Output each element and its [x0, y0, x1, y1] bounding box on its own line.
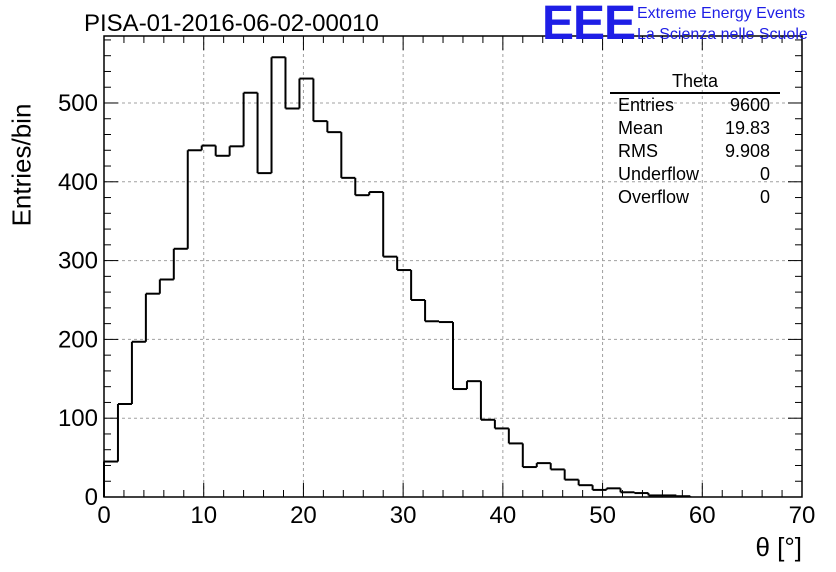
- y-tick-label: 300: [58, 248, 98, 275]
- eee-logo: EEE: [542, 0, 636, 50]
- logo-line-1: Extreme Energy Events: [637, 5, 806, 22]
- y-tick-label: 0: [85, 484, 98, 511]
- x-axis-label: θ [°]: [755, 532, 802, 562]
- stats-value: 9600: [729, 95, 770, 115]
- logo-line-2: La Scienza nelle Scuole: [637, 26, 808, 43]
- stats-value: 19.83: [724, 118, 770, 138]
- y-tick-label: 400: [58, 169, 98, 196]
- plot-frame: [103, 35, 803, 498]
- stats-value: 0: [759, 164, 770, 184]
- stats-row-rms: RMS 9.908: [610, 140, 780, 163]
- y-tick-label: 100: [58, 405, 98, 432]
- x-tick-label: 0: [97, 502, 110, 529]
- stats-row-underflow: Underflow 0: [610, 163, 780, 186]
- x-tick-label: 70: [789, 502, 816, 529]
- y-tick-label: 500: [58, 90, 98, 117]
- stats-label: Overflow: [618, 187, 690, 207]
- run-title: PISA-01-2016-06-02-00010: [84, 10, 379, 37]
- stats-title: Theta: [610, 70, 780, 94]
- x-tick-label: 60: [689, 502, 716, 529]
- y-axis-label-wrapper: Entries/bin: [4, 104, 40, 227]
- x-tick-label: 10: [190, 502, 217, 529]
- stats-row-entries: Entries 9600: [610, 94, 780, 117]
- y-axis-label: Entries/bin: [6, 103, 37, 227]
- stats-row-mean: Mean 19.83: [610, 117, 780, 140]
- x-tick-label: 20: [290, 502, 317, 529]
- x-tick-label: 40: [490, 502, 517, 529]
- stats-value: 9.908: [724, 141, 770, 161]
- stats-label: Underflow: [618, 164, 700, 184]
- stats-box: Theta Entries 9600 Mean 19.83 RMS 9.908 …: [610, 70, 780, 209]
- x-tick-label: 30: [390, 502, 417, 529]
- stats-label: RMS: [618, 141, 658, 161]
- stats-value: 0: [759, 187, 770, 207]
- y-tick-label: 200: [58, 326, 98, 353]
- stats-label: Mean: [618, 118, 664, 138]
- stats-row-overflow: Overflow 0: [610, 186, 780, 209]
- stats-label: Entries: [618, 95, 675, 115]
- x-tick-label: 50: [589, 502, 616, 529]
